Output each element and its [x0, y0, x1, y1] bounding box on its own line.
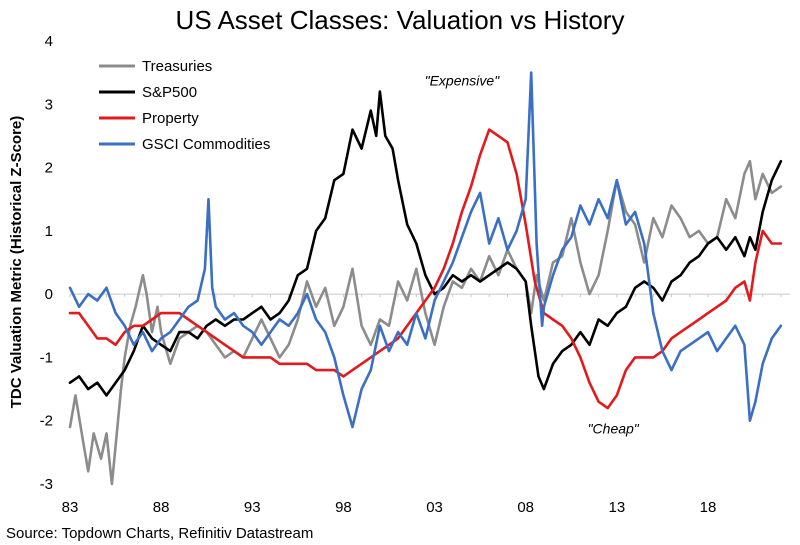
series-line-s-p500: [68, 90, 783, 397]
x-tick-label: 13: [608, 499, 625, 516]
y-tick-label: 3: [45, 96, 53, 113]
x-tick-label: 88: [153, 499, 170, 516]
y-ticks: 4 3 2 1 0 -1 -2 -3: [40, 33, 782, 493]
y-tick-label: -2: [40, 413, 53, 430]
legend: Treasuries S&P500 Property GSCI Commodities: [99, 58, 270, 153]
series-line-gsci-commodities: [68, 71, 783, 429]
y-tick-label: -3: [40, 476, 53, 493]
annotation-label: "Cheap": [588, 420, 640, 436]
x-tick-label: 03: [426, 499, 443, 516]
chart-title: US Asset Classes: Valuation vs History: [176, 5, 625, 35]
y-tick-label: 4: [45, 33, 53, 50]
x-tick-label: 18: [700, 499, 717, 516]
y-tick-label: -1: [40, 349, 53, 366]
y-tick-label: 1: [45, 223, 53, 240]
x-tick-label: 08: [517, 499, 534, 516]
legend-label: S&P500: [142, 84, 197, 101]
source-note: Source: Topdown Charts, Refinitiv Datast…: [6, 525, 313, 542]
legend-label: Property: [142, 110, 199, 127]
series-lines: [68, 71, 783, 486]
series-line-treasuries: [68, 159, 783, 486]
legend-label: Treasuries: [142, 58, 212, 75]
y-axis-label: TDC Valuation Metric (Historical Z-Score…: [8, 116, 25, 409]
x-tick-label: 93: [244, 499, 261, 516]
annotations: "Expensive" "Cheap": [425, 72, 640, 436]
x-tick-label: 83: [62, 499, 79, 516]
legend-label: GSCI Commodities: [142, 136, 270, 153]
x-tick-label: 98: [335, 499, 352, 516]
x-ticks: 83 88 93 98 03 08 13 18: [62, 499, 717, 516]
y-tick-label: 0: [45, 286, 53, 303]
series-line-property: [68, 128, 783, 410]
y-tick-label: 2: [45, 160, 53, 177]
annotation-label: "Expensive": [425, 72, 501, 88]
